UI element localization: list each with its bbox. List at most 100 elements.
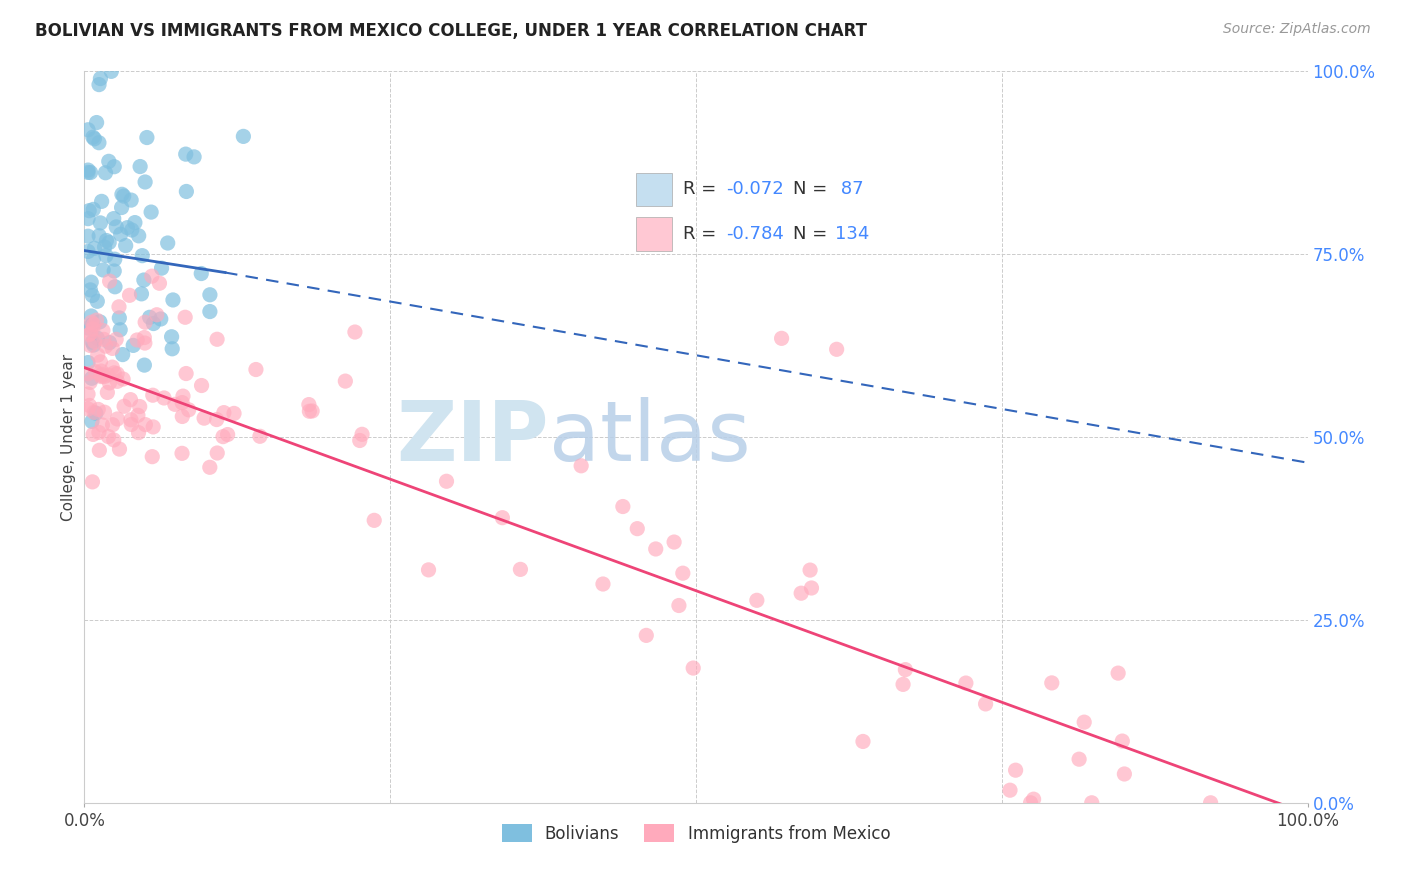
Point [97,154,120,169]
Point [112,372,135,386]
Point [1199,796,1222,810]
Point [418,563,440,577]
Point [100,64,122,78]
Point [160,342,183,356]
Point [77,165,100,179]
Point [89,216,111,230]
Point [1114,767,1136,781]
Point [352,427,374,442]
Point [122,338,145,352]
Point [131,286,153,301]
Point [94,166,117,180]
Point [93,369,115,384]
Point [134,358,156,372]
Point [101,417,124,432]
Point [198,460,221,475]
Point [108,300,131,314]
Text: R =: R = [683,225,721,243]
Point [77,401,100,416]
Bar [636,218,672,251]
Point [83,132,105,146]
Text: N =: N = [793,180,832,198]
Point [668,599,690,613]
Point [79,165,101,179]
Point [90,369,112,384]
Point [891,677,914,691]
Point [82,288,104,302]
Point [142,317,165,331]
Point [111,187,134,202]
Point [112,189,135,203]
Point [83,241,105,255]
Point [97,368,120,382]
Point [149,312,172,326]
Point [103,211,125,226]
Point [1111,734,1133,748]
Point [491,510,513,524]
Point [87,402,110,417]
Point [93,240,115,254]
Point [127,409,149,423]
Point [82,322,104,336]
Point [94,339,117,353]
Point [104,280,127,294]
Point [89,315,111,329]
Point [1022,792,1045,806]
Point [120,417,142,432]
Bar [636,173,672,206]
Point [232,129,254,144]
Point [108,310,131,325]
Point [217,427,239,442]
Point [120,413,142,427]
Point [108,323,131,337]
Point [128,400,150,414]
Point [104,252,127,267]
Point [97,429,120,443]
Point [96,234,118,248]
Point [110,201,132,215]
Point [644,541,666,556]
Point [298,398,321,412]
Point [96,385,118,400]
Point [79,338,101,352]
Point [105,412,128,426]
Point [174,147,197,161]
Point [105,367,128,381]
Point [825,343,848,357]
Text: ZIP: ZIP [396,397,550,477]
Point [129,160,152,174]
Point [111,348,134,362]
Point [662,535,685,549]
Point [91,324,114,338]
Point [135,130,157,145]
Point [77,229,100,244]
Point [82,318,104,332]
Point [974,697,997,711]
Text: N =: N = [793,225,832,243]
Point [80,275,103,289]
Point [142,388,165,402]
Y-axis label: College, Under 1 year: College, Under 1 year [60,353,76,521]
Point [172,395,194,409]
Point [93,332,115,346]
Point [86,348,108,362]
Point [77,203,100,218]
Point [98,335,121,350]
Point [103,264,125,278]
Point [170,446,193,460]
Point [894,663,917,677]
Text: R =: R = [683,180,721,198]
Point [672,566,695,581]
Point [132,273,155,287]
Point [799,563,821,577]
Legend: Bolivians, Immigrants from Mexico: Bolivians, Immigrants from Mexico [495,818,897,849]
Point [198,304,221,318]
Point [98,235,121,250]
Point [86,294,108,309]
Point [1040,676,1063,690]
Point [89,71,111,86]
Point [636,628,658,642]
Point [1073,715,1095,730]
Point [745,593,768,607]
Point [800,581,823,595]
